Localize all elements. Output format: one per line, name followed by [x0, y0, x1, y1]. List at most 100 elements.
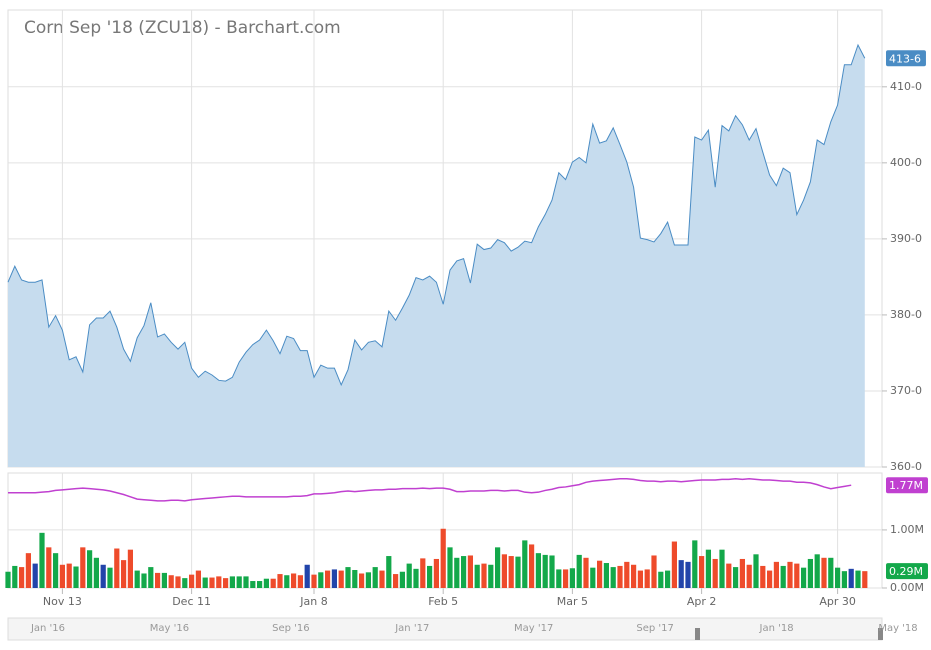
volume-bar	[590, 567, 596, 588]
volume-bar	[229, 576, 235, 588]
navigator-label: Jan '17	[394, 623, 429, 634]
volume-bar	[685, 561, 691, 588]
volume-bar	[495, 547, 501, 588]
x-tick-label: Feb 5	[428, 595, 458, 608]
volume-bar	[12, 565, 18, 588]
volume-bar	[542, 554, 548, 588]
volume-bar	[787, 561, 793, 588]
volume-bar	[665, 570, 671, 588]
navigator-label: Sep '17	[636, 623, 674, 634]
volume-bar	[569, 568, 575, 588]
volume-bar	[114, 548, 120, 588]
volume-bar	[814, 554, 820, 588]
last-value-label: 413-6	[889, 52, 921, 65]
volume-bar	[821, 557, 827, 588]
volume-bar	[386, 556, 392, 588]
volume-bar	[359, 573, 365, 588]
volume-bar	[780, 565, 786, 588]
volume-bar	[773, 561, 779, 588]
volume-bar	[155, 572, 161, 588]
last-value-label: 0.29M	[889, 565, 923, 578]
volume-bar	[291, 573, 297, 588]
volume-bar	[413, 568, 419, 588]
volume-bar	[107, 567, 113, 588]
volume-bar	[705, 549, 711, 588]
volume-bar	[862, 571, 868, 588]
volume-bar	[794, 563, 800, 588]
volume-bar	[529, 544, 535, 588]
volume-bar	[848, 568, 854, 588]
volume-bar	[508, 556, 514, 588]
volume-bar	[168, 575, 174, 588]
volume-bar	[141, 573, 147, 588]
navigator-handle[interactable]	[878, 628, 883, 640]
volume-bar	[399, 571, 405, 588]
navigator[interactable]	[7, 617, 883, 641]
volume-bar	[134, 570, 140, 588]
volume-bar	[447, 547, 453, 588]
volume-bar	[549, 555, 555, 588]
y-tick-label: 380-0	[890, 308, 922, 321]
volume-bar	[719, 549, 725, 588]
volume-bar	[597, 560, 603, 588]
volume-bar	[603, 563, 609, 588]
volume-bar	[25, 553, 31, 588]
volume-bar	[202, 577, 208, 588]
navigator-handle[interactable]	[695, 628, 700, 640]
x-tick-label: Jan 8	[299, 595, 327, 608]
x-tick-label: Apr 30	[819, 595, 856, 608]
volume-bar	[243, 576, 249, 588]
last-value-box	[886, 50, 926, 67]
last-value-tag: 1.77M	[886, 477, 928, 494]
navigator-label: May '18	[878, 623, 917, 634]
volume-bar	[93, 557, 99, 588]
volume-bar	[250, 581, 256, 588]
volume-bar	[53, 553, 59, 588]
volume-bar	[739, 558, 745, 588]
volume-bar	[488, 564, 494, 588]
last-value-box	[886, 477, 928, 494]
volume-bar	[73, 566, 79, 588]
volume-bar	[420, 558, 426, 588]
volume-bar	[644, 569, 650, 588]
volume-bar	[576, 554, 582, 588]
y-tick-label: 400-0	[890, 156, 922, 169]
volume-bar	[461, 556, 467, 588]
volume-bar	[651, 555, 657, 588]
volume-bar	[39, 532, 45, 588]
x-tick-label: Apr 2	[687, 595, 717, 608]
volume-bar	[127, 549, 133, 588]
volume-bar	[515, 556, 521, 588]
volume-bar	[671, 541, 677, 588]
volume-bar	[699, 556, 705, 588]
volume-bar	[270, 578, 276, 588]
y-tick-label: 390-0	[890, 232, 922, 245]
volume-bar	[535, 553, 541, 588]
chart-title: Corn Sep '18 (ZCU18) - Barchart.com	[24, 18, 341, 38]
volume-bar	[216, 576, 222, 588]
volume-bar	[338, 570, 344, 588]
volume-bar	[175, 576, 181, 588]
volume-bar	[501, 554, 507, 588]
navigator-label: Sep '16	[272, 623, 310, 634]
volume-bar	[828, 557, 834, 588]
volume-bar	[760, 565, 766, 588]
x-tick-label: Nov 13	[43, 595, 82, 608]
navigator-label: May '16	[150, 623, 189, 634]
volume-bar	[467, 555, 473, 588]
x-tick-label: Dec 11	[172, 595, 211, 608]
y-tick-label: 0.00M	[890, 581, 924, 594]
y-tick-label: 1.00M	[890, 523, 924, 536]
volume-bar	[182, 578, 188, 588]
volume-bar	[121, 560, 127, 588]
volume-bar	[678, 560, 684, 588]
y-tick-label: 410-0	[890, 80, 922, 93]
volume-bar	[66, 563, 72, 588]
volume-bar	[556, 569, 562, 588]
volume-bar	[148, 567, 154, 588]
volume-bar	[631, 564, 637, 588]
navigator-label: Jan '16	[30, 623, 65, 634]
volume-bar	[767, 570, 773, 588]
y-tick-label: 370-0	[890, 384, 922, 397]
volume-bar	[624, 561, 630, 588]
